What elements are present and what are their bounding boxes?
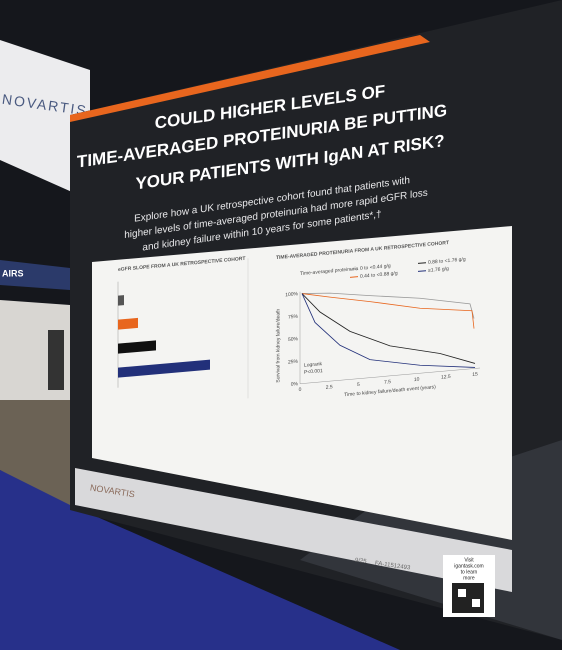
qr-text: to learn xyxy=(461,569,478,575)
y-tick-label: 25% xyxy=(288,359,299,366)
qr-code xyxy=(452,583,484,613)
carpet xyxy=(0,470,400,650)
stat: P<0.001 xyxy=(304,368,323,376)
curve xyxy=(301,293,476,368)
x-tick-label: 15 xyxy=(472,372,478,378)
wall-sign xyxy=(0,40,90,200)
legend-swatch xyxy=(418,262,426,264)
curve xyxy=(301,293,475,329)
x-tick-label: 7.5 xyxy=(384,379,391,386)
legend-entry: ≥1.76 g/g xyxy=(428,266,449,274)
bar xyxy=(118,340,156,354)
legend-entry: 0.88 to <1.76 g/g xyxy=(428,257,466,266)
floor xyxy=(0,400,70,510)
axis xyxy=(300,367,480,385)
y-tick-label: 100% xyxy=(285,291,298,298)
qr-text: more xyxy=(463,575,475,581)
x-tick-label: 10 xyxy=(414,377,420,383)
y-tick-label: 0% xyxy=(291,381,299,388)
poster-footer xyxy=(75,468,512,592)
legend-entry: 0 to <0.44 g/g xyxy=(360,263,391,272)
legend-swatch xyxy=(418,270,426,272)
y-tick-label: 75% xyxy=(288,314,299,321)
person xyxy=(48,330,64,390)
orange-stripe xyxy=(70,35,430,122)
qr-code xyxy=(458,589,466,597)
x-tick-label: 2.5 xyxy=(326,384,333,391)
qr-text: Visit xyxy=(464,557,474,563)
legend-title: Time-averaged proteinuria xyxy=(300,266,359,277)
y-axis-label: Survival from kidney failure/death xyxy=(275,308,281,383)
wall-sign-text: AIRS xyxy=(2,268,24,278)
stat: Logrank xyxy=(304,361,323,369)
curve xyxy=(301,292,475,319)
y-tick-label: 50% xyxy=(288,336,299,343)
x-tick-label: 5 xyxy=(357,382,360,388)
code: FA-11512493 xyxy=(375,561,412,572)
bar xyxy=(118,359,210,378)
wall-band xyxy=(0,260,70,290)
qr-text: igantask.com xyxy=(454,563,483,569)
legend-swatch xyxy=(350,268,358,270)
x-tick-label: 12.5 xyxy=(441,374,451,381)
legend-entry: 0.44 to <0.88 g/g xyxy=(360,271,398,280)
bar xyxy=(118,295,124,306)
qr-code xyxy=(472,599,480,607)
bar xyxy=(118,317,138,330)
legend-swatch xyxy=(350,276,358,278)
date: 9/25 xyxy=(355,558,368,566)
x-tick-label: 0 xyxy=(299,387,302,393)
curve xyxy=(301,293,476,364)
poster-card xyxy=(92,226,512,540)
